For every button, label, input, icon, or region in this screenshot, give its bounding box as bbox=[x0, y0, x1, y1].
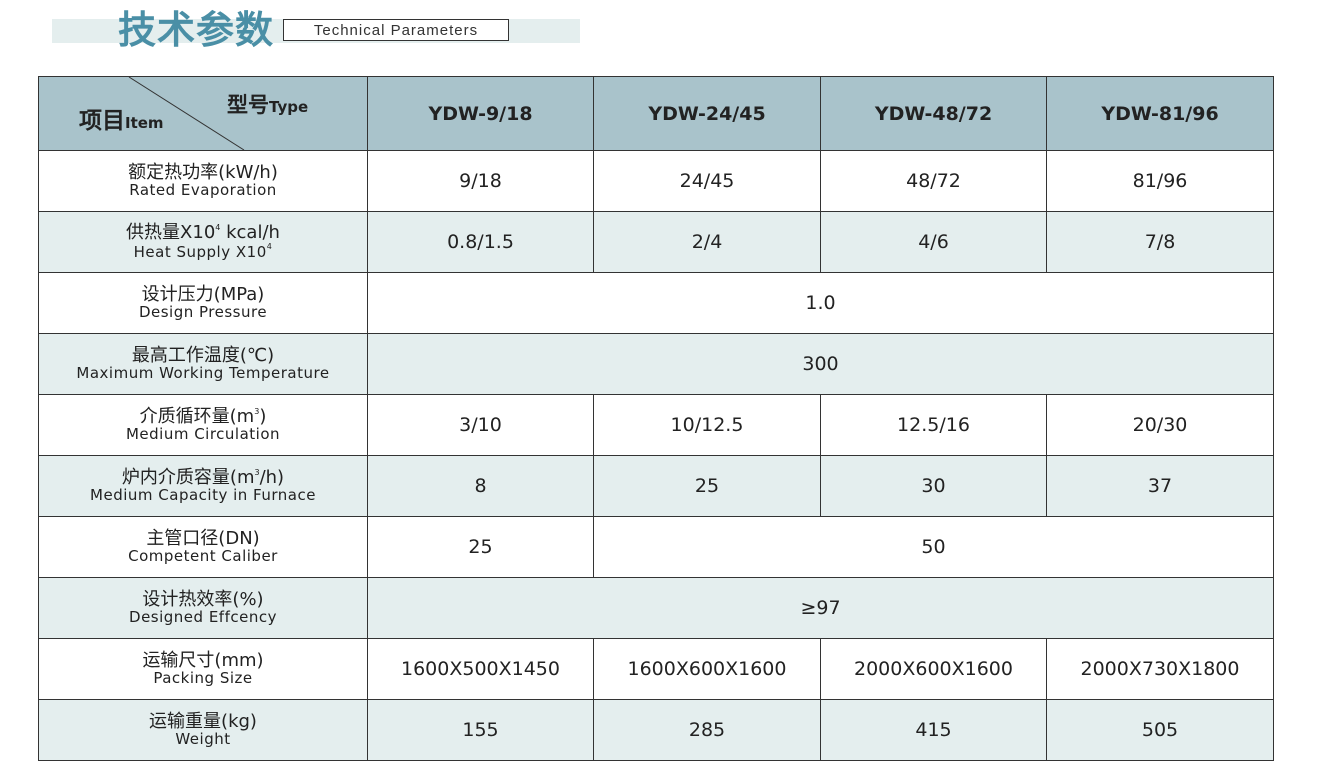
row-label-en: Designed Effcency bbox=[129, 608, 277, 626]
table-cell: 0.8/1.5 bbox=[367, 211, 594, 273]
model-header: YDW-81/96 bbox=[1046, 76, 1274, 151]
table-cell: 285 bbox=[593, 699, 821, 761]
page-title: 技术参数 bbox=[118, 8, 275, 52]
table-row: 主管口径(DN) Competent Caliber 25 50 bbox=[38, 516, 1274, 578]
row-label: 供热量X104 kcal/h Heat Supply X104 bbox=[38, 211, 368, 273]
table-row: 供热量X104 kcal/h Heat Supply X104 0.8/1.5 … bbox=[38, 211, 1274, 273]
type-label-cn: 型号 bbox=[227, 93, 269, 117]
table-cell: 24/45 bbox=[593, 150, 821, 212]
table-row: 设计压力(MPa) Design Pressure 1.0 bbox=[38, 272, 1274, 334]
table-cell: 155 bbox=[367, 699, 594, 761]
merged-cell: ≥97 bbox=[367, 577, 1274, 639]
table-cell: 7/8 bbox=[1046, 211, 1274, 273]
table-cell: 505 bbox=[1046, 699, 1274, 761]
table-cell: 12.5/16 bbox=[820, 394, 1047, 456]
row-label-cn: 供热量X104 kcal/h bbox=[39, 224, 367, 242]
row-label-en: Medium Capacity in Furnace bbox=[90, 486, 316, 504]
table-cell: 8 bbox=[367, 455, 594, 517]
row-label-en: Maximum Working Temperature bbox=[76, 364, 330, 382]
table-row: 炉内介质容量(m3/h) Medium Capacity in Furnace … bbox=[38, 455, 1274, 517]
spec-table: 型号Type 项目Item YDW-9/18 YDW-24/45 YDW-48/… bbox=[38, 76, 1274, 761]
table-cell: 37 bbox=[1046, 455, 1274, 517]
type-label: 型号Type bbox=[227, 89, 308, 119]
table-row: 运输尺寸(mm) Packing Size 1600X500X1450 1600X… bbox=[38, 638, 1274, 700]
table-row: 最高工作温度(℃) Maximum Working Temperature 300 bbox=[38, 333, 1274, 395]
row-label-cn-text: 炉内介质容量(m bbox=[121, 467, 255, 488]
row-label: 运输重量(kg) Weight bbox=[38, 699, 368, 761]
table-cell: 3/10 bbox=[367, 394, 594, 456]
row-label-en: Heat Supply X104 bbox=[39, 243, 367, 260]
row-label-en-text: Heat Supply X10 bbox=[133, 243, 267, 261]
table-cell: 25 bbox=[367, 516, 594, 578]
table-row: 介质循环量(m3) Medium Circulation 3/10 10/12.… bbox=[38, 394, 1274, 456]
row-label-cn-unit: ) bbox=[259, 406, 267, 427]
row-label-cn: 主管口径(DN) bbox=[146, 528, 260, 549]
row-label: 额定热功率(kW/h) Rated Evaporation bbox=[38, 150, 368, 212]
row-label-cn: 设计热效率(%) bbox=[142, 589, 264, 610]
row-label-en: Weight bbox=[175, 730, 231, 748]
table-cell: 48/72 bbox=[820, 150, 1047, 212]
merged-cell: 50 bbox=[593, 516, 1274, 578]
table-cell: 2000X730X1800 bbox=[1046, 638, 1274, 700]
table-cell: 4/6 bbox=[820, 211, 1047, 273]
corner-header: 型号Type 项目Item bbox=[38, 76, 368, 151]
row-label-cn-unit: /h) bbox=[259, 467, 285, 488]
model-header: YDW-9/18 bbox=[367, 76, 594, 151]
table-row: 额定热功率(kW/h) Rated Evaporation 9/18 24/45 … bbox=[38, 150, 1274, 212]
row-label-cn: 运输重量(kg) bbox=[149, 711, 257, 732]
row-label-cn-text: 供热量X10 bbox=[126, 222, 216, 243]
table-row: 运输重量(kg) Weight 155 285 415 505 bbox=[38, 699, 1274, 761]
item-label-cn: 项目 bbox=[79, 108, 125, 134]
row-label: 最高工作温度(℃) Maximum Working Temperature bbox=[38, 333, 368, 395]
merged-cell: 300 bbox=[367, 333, 1274, 395]
row-label: 主管口径(DN) Competent Caliber bbox=[38, 516, 368, 578]
table-cell: 9/18 bbox=[367, 150, 594, 212]
row-label: 设计热效率(%) Designed Effcency bbox=[38, 577, 368, 639]
row-label-cn-text: 介质循环量(m bbox=[139, 406, 255, 427]
superscript: 4 bbox=[215, 223, 221, 232]
superscript: 3 bbox=[254, 468, 260, 477]
table-cell: 81/96 bbox=[1046, 150, 1274, 212]
model-header: YDW-48/72 bbox=[820, 76, 1047, 151]
row-label-cn: 额定热功率(kW/h) bbox=[128, 162, 278, 183]
table-row: 设计热效率(%) Designed Effcency ≥97 bbox=[38, 577, 1274, 639]
table-cell: 1600X500X1450 bbox=[367, 638, 594, 700]
row-label-cn-unit: kcal/h bbox=[220, 222, 280, 243]
merged-cell: 1.0 bbox=[367, 272, 1274, 334]
table-cell: 415 bbox=[820, 699, 1047, 761]
model-header: YDW-24/45 bbox=[593, 76, 821, 151]
type-label-en: Type bbox=[269, 98, 309, 116]
diagonal-divider bbox=[128, 77, 245, 150]
row-label: 运输尺寸(mm) Packing Size bbox=[38, 638, 368, 700]
item-label: 项目Item bbox=[79, 101, 164, 135]
table-cell: 2000X600X1600 bbox=[820, 638, 1047, 700]
row-label: 设计压力(MPa) Design Pressure bbox=[38, 272, 368, 334]
item-label-en: Item bbox=[125, 114, 164, 132]
superscript: 4 bbox=[266, 242, 273, 251]
row-label-cn: 介质循环量(m3) bbox=[39, 408, 367, 426]
table-cell: 30 bbox=[820, 455, 1047, 517]
table-cell: 20/30 bbox=[1046, 394, 1274, 456]
row-label: 炉内介质容量(m3/h) Medium Capacity in Furnace bbox=[38, 455, 368, 517]
row-label-en: Competent Caliber bbox=[128, 547, 278, 565]
superscript: 3 bbox=[254, 407, 260, 416]
row-label-en: Design Pressure bbox=[138, 303, 268, 321]
row-label-cn: 运输尺寸(mm) bbox=[142, 650, 264, 671]
row-label: 介质循环量(m3) Medium Circulation bbox=[38, 394, 368, 456]
row-label-en: Medium Circulation bbox=[125, 425, 281, 443]
page-subtitle: Technical Parameters bbox=[283, 19, 509, 41]
header-row: 型号Type 项目Item YDW-9/18 YDW-24/45 YDW-48/… bbox=[38, 76, 1274, 151]
table-cell: 25 bbox=[593, 455, 821, 517]
table-cell: 10/12.5 bbox=[593, 394, 821, 456]
table-cell: 1600X600X1600 bbox=[593, 638, 821, 700]
table-cell: 2/4 bbox=[593, 211, 821, 273]
row-label-cn: 设计压力(MPa) bbox=[141, 284, 265, 305]
row-label-en: Packing Size bbox=[153, 669, 253, 687]
row-label-cn: 最高工作温度(℃) bbox=[131, 345, 275, 366]
row-label-en: Rated Evaporation bbox=[129, 181, 277, 199]
row-label-cn: 炉内介质容量(m3/h) bbox=[39, 469, 367, 487]
